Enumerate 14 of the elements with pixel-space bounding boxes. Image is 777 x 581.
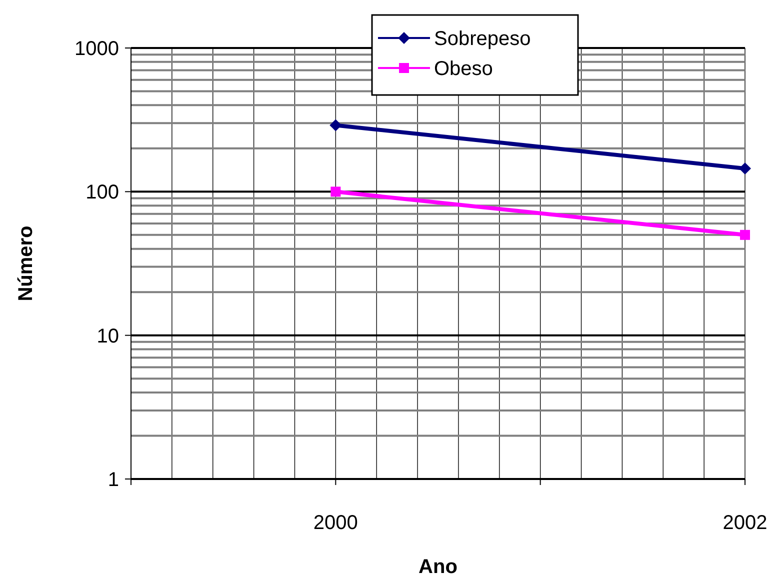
point xyxy=(330,119,342,132)
y-tick-label: 1000 xyxy=(74,38,119,60)
x-tick-label: 2002 xyxy=(722,512,768,534)
point xyxy=(330,186,341,197)
y-tick-label: 100 xyxy=(86,182,119,204)
y-axis-title: Número xyxy=(15,226,37,302)
legend-label: Obeso xyxy=(434,58,493,80)
legend-label: Sobrepeso xyxy=(434,28,531,50)
point xyxy=(740,230,750,240)
y-tick-label: 10 xyxy=(96,325,119,348)
y-tick-label: 1 xyxy=(108,469,119,491)
point xyxy=(739,162,751,174)
x-tick-label: 2000 xyxy=(313,512,358,534)
x-axis-title: Ano xyxy=(418,556,458,578)
